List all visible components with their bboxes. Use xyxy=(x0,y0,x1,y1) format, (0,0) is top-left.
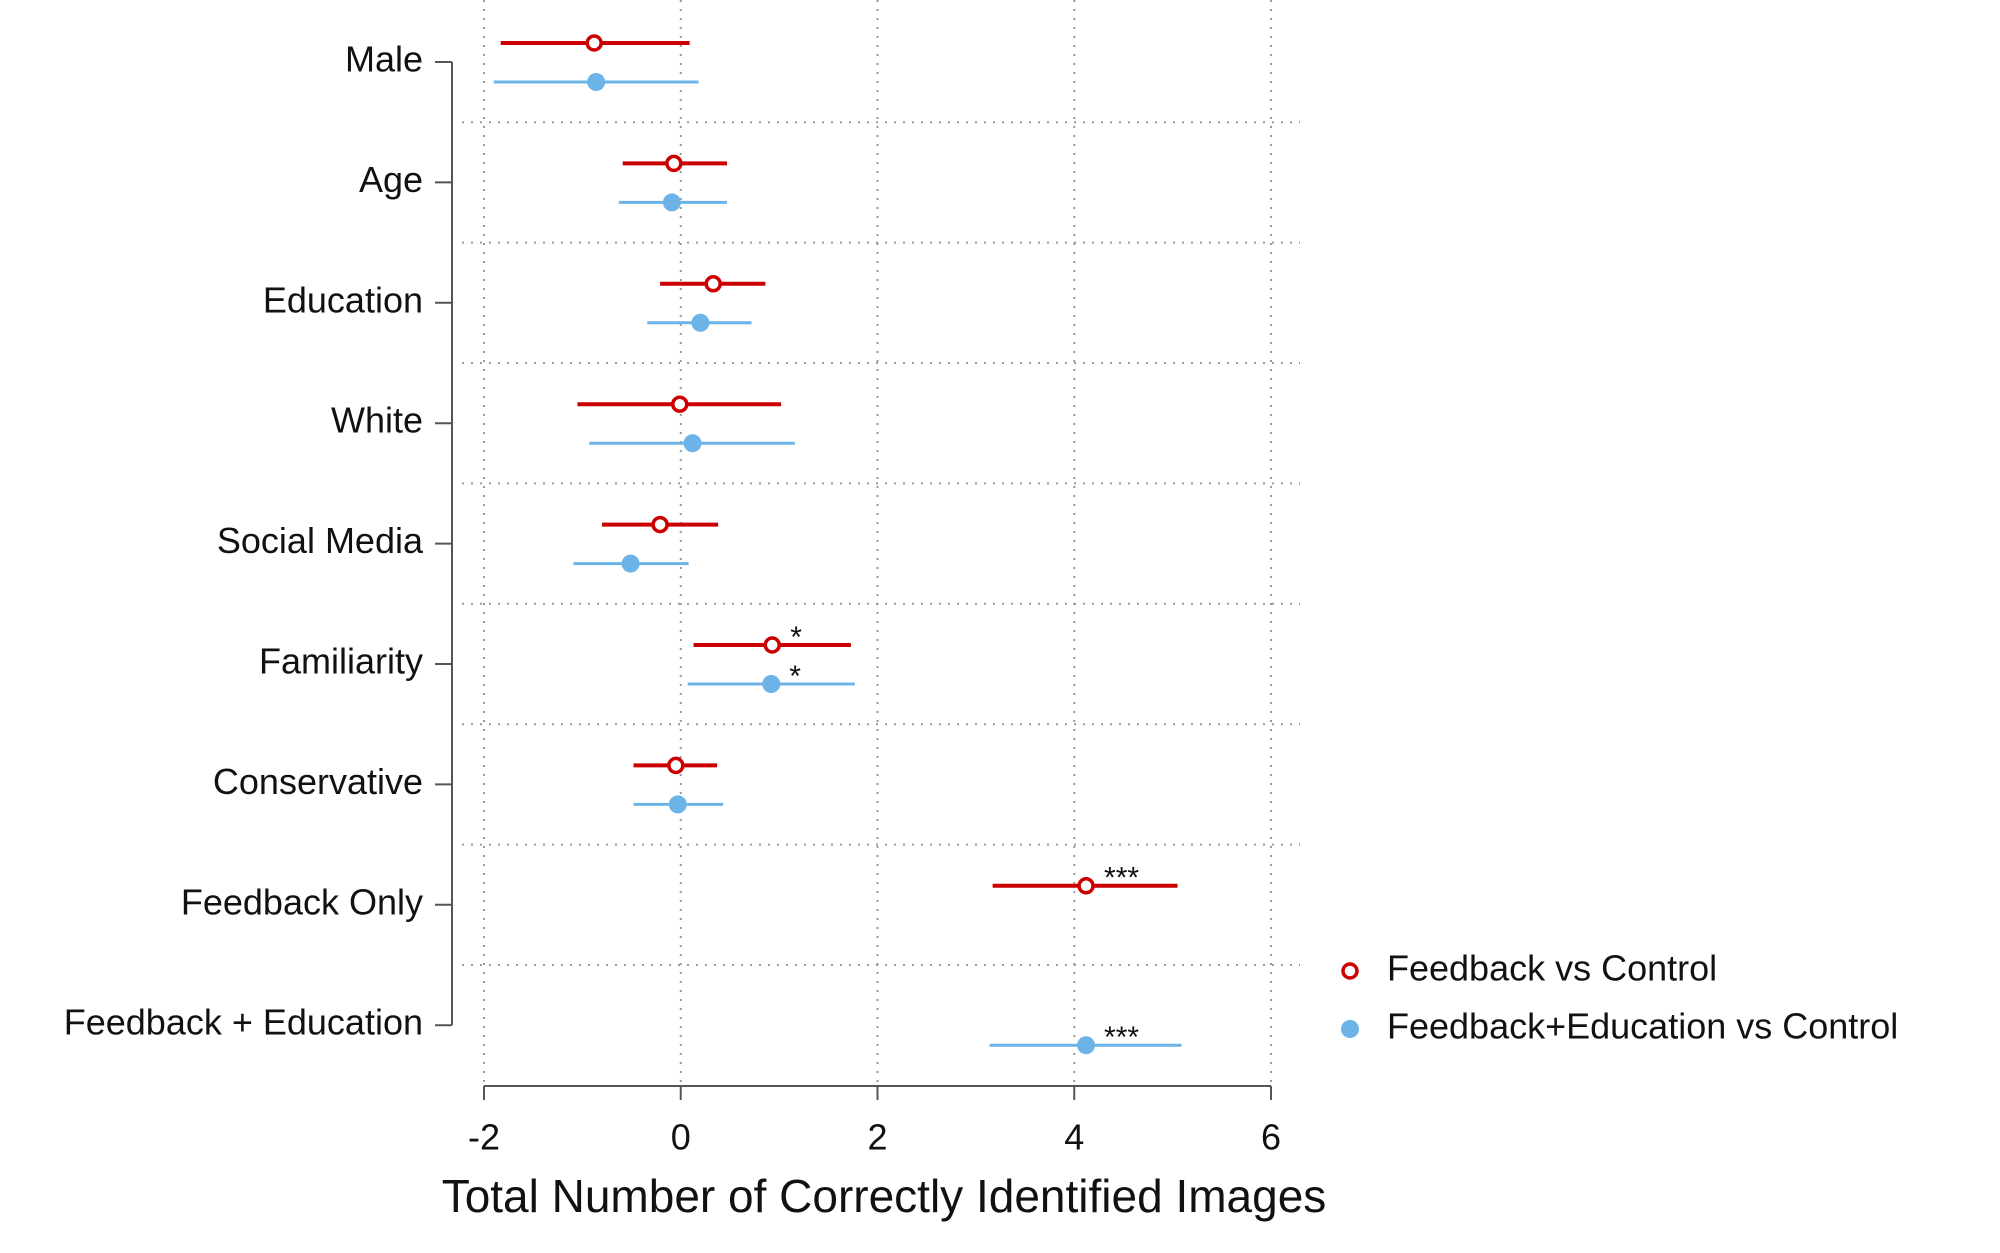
point-estimate xyxy=(683,434,702,453)
significance-label: * xyxy=(789,660,801,693)
significance-label: *** xyxy=(1104,862,1139,895)
point-estimate xyxy=(662,193,681,212)
y-tick-label: Social Media xyxy=(217,520,424,561)
y-tick-label: Age xyxy=(359,159,423,200)
point-estimate xyxy=(691,313,710,332)
x-tick-label: -2 xyxy=(468,1117,500,1158)
y-tick-label: Male xyxy=(345,39,423,80)
point-estimate xyxy=(763,636,781,654)
point-estimate xyxy=(671,395,689,413)
y-tick-label: Education xyxy=(263,279,423,320)
legend-label: Feedback+Education vs Control xyxy=(1387,1006,1898,1047)
y-tick-label: Conservative xyxy=(213,761,423,802)
x-axis-title: Total Number of Correctly Identified Ima… xyxy=(442,1170,1327,1222)
point-estimate xyxy=(585,34,603,52)
point-estimate xyxy=(667,756,685,775)
y-tick-label: Feedback Only xyxy=(181,881,423,922)
significance-label: *** xyxy=(1104,1021,1139,1054)
x-tick-label: 2 xyxy=(867,1117,887,1158)
legend-marker xyxy=(1341,1020,1359,1038)
point-estimate xyxy=(762,675,781,693)
legend-label: Feedback vs Control xyxy=(1387,948,1717,989)
x-tick-label: 6 xyxy=(1261,1117,1281,1158)
y-tick-label: Feedback + Education xyxy=(64,1002,423,1043)
x-tick-label: 4 xyxy=(1064,1117,1084,1158)
y-tick-label: Familiarity xyxy=(259,641,423,682)
point-estimate xyxy=(1077,1036,1096,1055)
point-estimate xyxy=(1077,877,1095,895)
point-estimate xyxy=(651,515,669,534)
point-estimate xyxy=(665,154,683,173)
point-estimate xyxy=(621,554,640,573)
x-tick-label: 0 xyxy=(671,1117,691,1158)
y-tick-label: White xyxy=(331,400,423,441)
significance-label: * xyxy=(790,621,802,654)
legend-marker xyxy=(1341,962,1359,980)
point-estimate xyxy=(668,795,687,814)
point-estimate xyxy=(587,73,606,91)
point-estimate xyxy=(704,275,722,293)
